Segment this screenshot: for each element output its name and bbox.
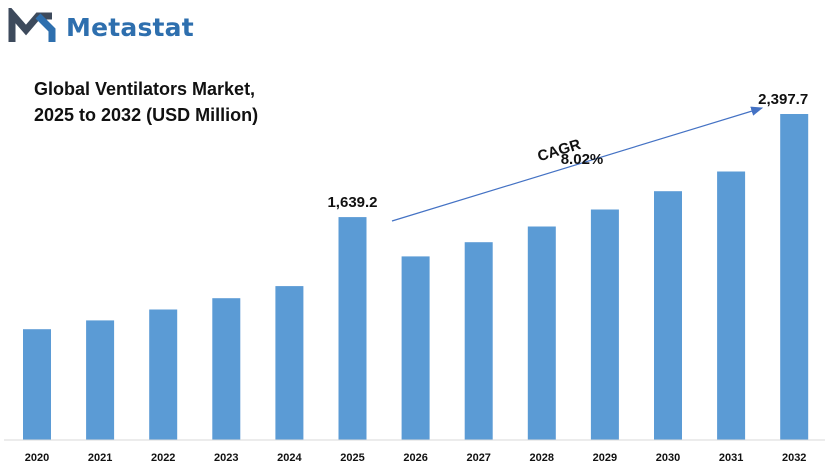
data-label-2025: 1,639.2 (327, 194, 377, 211)
cagr-value: 8.02% (561, 151, 604, 168)
bar-2027 (464, 242, 493, 440)
chart-title: Global Ventilators Market, 2025 to 2032 … (34, 76, 258, 128)
x-tick-label-2023: 2023 (214, 452, 238, 464)
bar-2025 (338, 217, 367, 440)
bar-2022 (149, 309, 178, 440)
bar-series (23, 114, 809, 440)
x-tick-label-2030: 2030 (656, 452, 680, 464)
bar-2028 (527, 226, 556, 440)
bar-2024 (275, 286, 304, 440)
bar-2021 (86, 320, 115, 440)
x-tick-label-2028: 2028 (530, 452, 554, 464)
data-labels: 1,639.2 2,397.7 (327, 91, 808, 211)
metastat-logo-icon (8, 8, 56, 42)
data-label-2032: 2,397.7 (758, 91, 808, 108)
x-tick-label-2027: 2027 (466, 452, 490, 464)
chart-title-line-1: Global Ventilators Market, (34, 79, 256, 99)
x-tick-label-2025: 2025 (340, 452, 364, 464)
bar-2030 (654, 191, 682, 440)
x-tick-label-2021: 2021 (88, 452, 112, 464)
bar-2020 (23, 329, 51, 440)
brand-name: Metastat (66, 12, 194, 42)
bar-2026 (401, 256, 430, 440)
cagr-arrow (391, 106, 764, 222)
x-tick-label-2031: 2031 (719, 452, 743, 464)
x-tick-label-2020: 2020 (25, 452, 49, 464)
bar-2029 (590, 209, 619, 440)
chart-title-line-2: 2025 to 2032 (USD Million) (34, 105, 259, 125)
bar-2023 (212, 298, 241, 440)
x-tick-label-2026: 2026 (403, 452, 427, 464)
x-tick-label-2032: 2032 (782, 452, 806, 464)
bar-2031 (717, 171, 746, 440)
x-axis-ticks: 2020 2021 2022 2023 2024 2025 2026 2027 2028 2029… (25, 452, 807, 464)
bar-2032 (780, 114, 809, 440)
brand-logo: Metastat (8, 8, 194, 46)
x-tick-label-2022: 2022 (151, 452, 175, 464)
x-tick-label-2029: 2029 (593, 452, 617, 464)
x-tick-label-2024: 2024 (277, 452, 302, 464)
